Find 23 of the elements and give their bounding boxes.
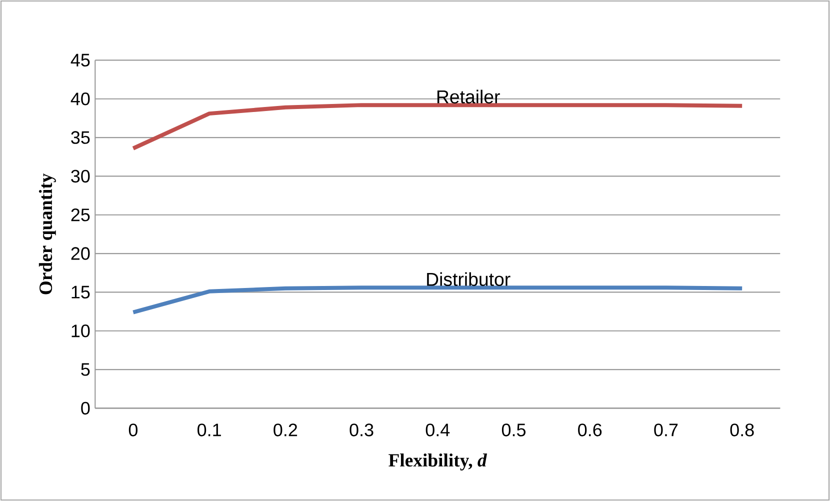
x-tick-label: 0.4	[426, 424, 450, 436]
y-tick-label: 5	[81, 363, 90, 376]
y-tick-label: 35	[71, 131, 90, 144]
y-tick-label: 45	[70, 54, 90, 66]
y-tick-label: 25	[71, 208, 90, 222]
y-tick-label: 30	[71, 170, 90, 183]
x-tick-label: 0.8	[730, 424, 754, 436]
x-tick-label: 0	[128, 424, 138, 436]
x-tick-label: 0.1	[198, 424, 221, 436]
x-tick-label: 0.6	[578, 424, 602, 436]
x-tick-label: 0.7	[654, 424, 678, 436]
x-tick-label: 0.2	[274, 424, 298, 436]
y-tick-label: 0	[81, 402, 90, 415]
y-tick-label: 15	[72, 286, 90, 298]
x-tick-label: 0.5	[502, 424, 526, 436]
series-label: Distributor	[427, 272, 510, 286]
series-label: Retailer	[437, 90, 500, 104]
y-tick-label: 20	[71, 247, 90, 260]
y-axis-title: Order quantity	[38, 173, 56, 294]
y-tick-label: 40	[70, 92, 90, 106]
y-tick-label: 10	[72, 324, 90, 338]
x-axis-title: Flexibility, d	[388, 453, 488, 470]
x-tick-label: 0.3	[350, 424, 374, 436]
